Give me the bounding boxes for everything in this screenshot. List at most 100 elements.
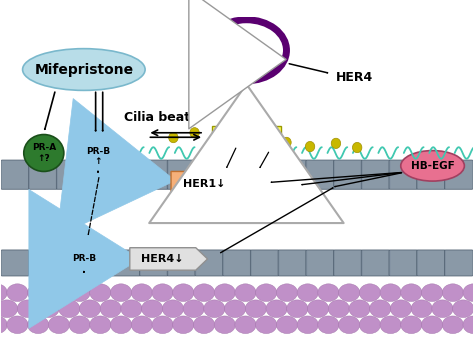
Ellipse shape	[169, 133, 178, 143]
Text: HB-EGF: HB-EGF	[410, 161, 455, 171]
Text: HER4↓: HER4↓	[141, 254, 184, 264]
Ellipse shape	[255, 316, 277, 334]
Ellipse shape	[246, 47, 259, 56]
Ellipse shape	[266, 300, 287, 318]
Ellipse shape	[152, 316, 173, 334]
Text: IL-8,TNF-α: IL-8,TNF-α	[220, 134, 273, 143]
Ellipse shape	[276, 316, 298, 334]
FancyBboxPatch shape	[278, 160, 307, 189]
Ellipse shape	[77, 137, 119, 176]
Ellipse shape	[256, 54, 269, 63]
FancyBboxPatch shape	[334, 250, 362, 276]
Ellipse shape	[121, 300, 142, 318]
Ellipse shape	[219, 48, 232, 57]
Ellipse shape	[0, 284, 7, 301]
Text: PR-A
↑?: PR-A ↑?	[32, 143, 56, 163]
Ellipse shape	[258, 141, 268, 152]
Ellipse shape	[7, 284, 28, 301]
Ellipse shape	[7, 316, 28, 334]
FancyBboxPatch shape	[195, 160, 224, 189]
Ellipse shape	[359, 316, 381, 334]
Ellipse shape	[401, 151, 465, 181]
Text: Cilia beat: Cilia beat	[124, 111, 190, 124]
Ellipse shape	[297, 284, 318, 301]
Ellipse shape	[287, 300, 308, 318]
Ellipse shape	[353, 142, 362, 153]
Ellipse shape	[463, 284, 474, 301]
Text: Mifepristone: Mifepristone	[34, 62, 133, 77]
FancyBboxPatch shape	[250, 160, 279, 189]
FancyBboxPatch shape	[112, 160, 140, 189]
Ellipse shape	[193, 316, 215, 334]
Ellipse shape	[90, 284, 111, 301]
FancyBboxPatch shape	[445, 250, 473, 276]
Ellipse shape	[442, 316, 464, 334]
FancyBboxPatch shape	[389, 160, 418, 189]
Ellipse shape	[255, 284, 277, 301]
Ellipse shape	[463, 316, 474, 334]
Ellipse shape	[17, 300, 38, 318]
Ellipse shape	[282, 137, 291, 147]
Ellipse shape	[234, 47, 246, 56]
Ellipse shape	[401, 316, 422, 334]
Ellipse shape	[370, 300, 391, 318]
Ellipse shape	[152, 284, 173, 301]
Ellipse shape	[380, 284, 401, 301]
Ellipse shape	[23, 49, 145, 91]
FancyBboxPatch shape	[28, 160, 57, 189]
Ellipse shape	[0, 316, 7, 334]
Ellipse shape	[328, 300, 349, 318]
Ellipse shape	[48, 316, 70, 334]
Text: PR-B: PR-B	[72, 255, 96, 263]
Ellipse shape	[338, 316, 360, 334]
FancyBboxPatch shape	[1, 250, 29, 276]
Ellipse shape	[173, 284, 194, 301]
Ellipse shape	[235, 316, 256, 334]
Ellipse shape	[90, 316, 111, 334]
FancyBboxPatch shape	[1, 160, 29, 189]
FancyBboxPatch shape	[417, 160, 446, 189]
FancyBboxPatch shape	[361, 250, 390, 276]
FancyBboxPatch shape	[334, 160, 362, 189]
FancyBboxPatch shape	[167, 160, 196, 189]
Ellipse shape	[297, 316, 318, 334]
Ellipse shape	[421, 316, 443, 334]
Ellipse shape	[235, 284, 256, 301]
Ellipse shape	[261, 48, 274, 57]
Ellipse shape	[359, 284, 381, 301]
Ellipse shape	[442, 284, 464, 301]
Ellipse shape	[240, 48, 253, 58]
Ellipse shape	[211, 134, 220, 144]
Ellipse shape	[79, 300, 100, 318]
Text: PR-B
↑: PR-B ↑	[86, 146, 110, 166]
FancyBboxPatch shape	[84, 250, 113, 276]
Polygon shape	[130, 248, 208, 270]
Ellipse shape	[24, 135, 64, 172]
Ellipse shape	[305, 141, 315, 152]
Ellipse shape	[48, 284, 70, 301]
FancyBboxPatch shape	[306, 160, 335, 189]
Ellipse shape	[214, 316, 236, 334]
Ellipse shape	[183, 300, 204, 318]
Ellipse shape	[214, 284, 236, 301]
FancyBboxPatch shape	[278, 250, 307, 276]
Ellipse shape	[224, 54, 237, 63]
Ellipse shape	[231, 58, 244, 67]
FancyBboxPatch shape	[361, 160, 390, 189]
Ellipse shape	[308, 300, 328, 318]
Ellipse shape	[190, 127, 199, 138]
Ellipse shape	[162, 300, 183, 318]
Ellipse shape	[349, 300, 370, 318]
Ellipse shape	[318, 316, 339, 334]
FancyBboxPatch shape	[306, 250, 335, 276]
Ellipse shape	[173, 316, 194, 334]
Ellipse shape	[249, 58, 262, 67]
FancyBboxPatch shape	[195, 250, 224, 276]
Ellipse shape	[110, 316, 132, 334]
Ellipse shape	[391, 300, 411, 318]
Ellipse shape	[69, 316, 90, 334]
Ellipse shape	[251, 43, 264, 53]
FancyBboxPatch shape	[56, 160, 85, 189]
FancyBboxPatch shape	[250, 250, 279, 276]
Ellipse shape	[131, 316, 153, 334]
